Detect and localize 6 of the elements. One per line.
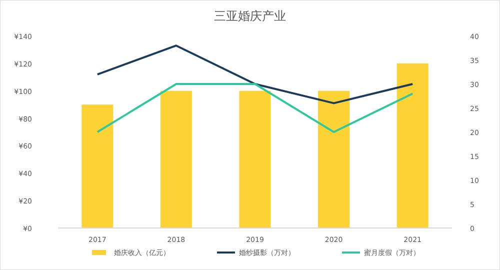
bar: [160, 90, 192, 228]
bar: [318, 90, 350, 228]
bar: [82, 104, 114, 228]
bar: [239, 90, 271, 228]
bar: [396, 63, 428, 228]
chart-title: 三亚婚庆产业: [214, 9, 286, 23]
